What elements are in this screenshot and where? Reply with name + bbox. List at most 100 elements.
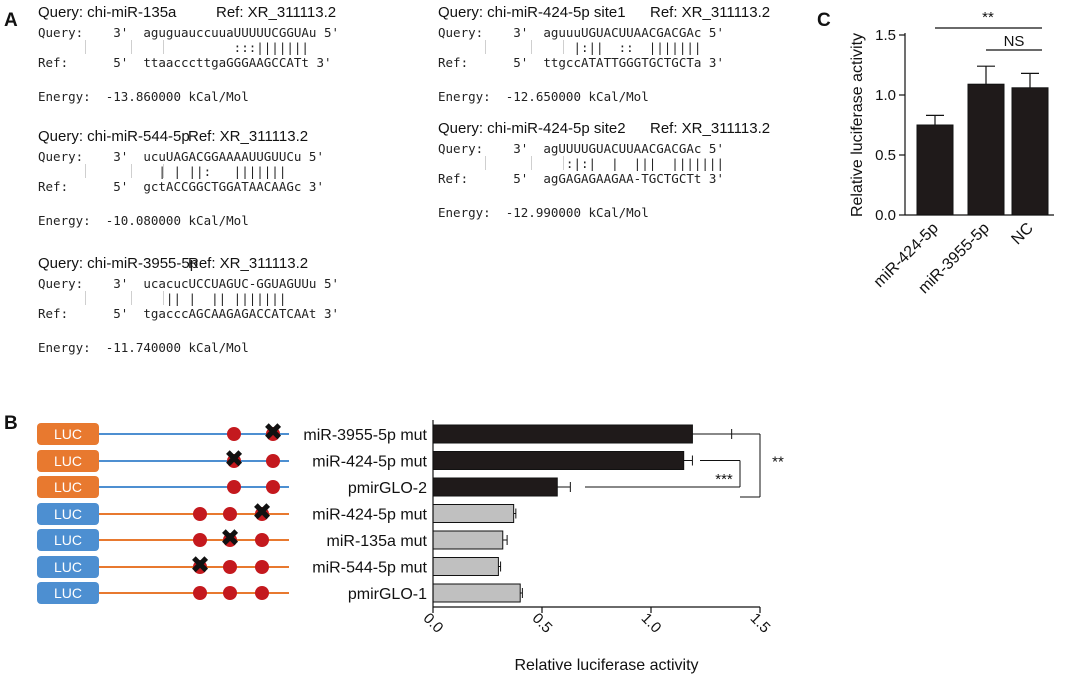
binding-site-dot <box>193 533 207 547</box>
alignment-guide-tick <box>563 156 564 170</box>
alignment-ref-title: Ref: XR_311113.2 <box>650 120 771 137</box>
luc-box: LUC <box>37 555 99 578</box>
alignment-energy: Energy: -10.080000 kCal/Mol <box>38 213 249 228</box>
alignment-guide-tick <box>131 164 132 178</box>
binding-site-dot <box>223 586 237 600</box>
binding-site-dot <box>223 559 237 574</box>
category-label: miR-3955-5p mut <box>303 427 427 444</box>
binding-site-dot <box>255 559 269 574</box>
alignment-guide-tick <box>131 291 132 305</box>
alignment-query-row: Query: 3' aguuuUGUACUUAACGACGAc 5' <box>438 25 724 40</box>
binding-site-dot <box>255 533 269 547</box>
bar <box>432 451 685 470</box>
mutation-x-icon: ✖ <box>251 497 273 526</box>
binding-site-dot <box>193 586 207 600</box>
alignment-query-title: Query: chi-miR-544-5p <box>38 128 190 145</box>
luc-box: LUC <box>37 502 99 525</box>
binding-site-dot <box>266 427 280 441</box>
bar <box>916 124 954 216</box>
alignment-guide-tick <box>163 164 164 178</box>
luc-box: LUC <box>37 529 99 551</box>
alignment-energy: Energy: -12.650000 kCal/Mol <box>438 89 649 104</box>
x-tick-label: 0.5 <box>529 610 556 637</box>
significance-label: *** <box>715 471 733 488</box>
bar <box>432 557 499 576</box>
alignment-energy: Energy: -13.860000 kCal/Mol <box>38 89 249 104</box>
alignment-query-title: Query: chi-miR-135a <box>38 4 177 21</box>
alignment-guide-tick <box>531 40 532 54</box>
alignment-ref-title: Ref: XR_311113.2 <box>188 128 309 145</box>
alignment-match-bars: | | ||: ||||||| <box>158 164 287 179</box>
alignment-ref-row: Ref: 5' tgacccAGCAAGAGACCATCAAt 3' <box>38 306 340 321</box>
construct-line <box>99 433 289 435</box>
bar <box>432 477 558 497</box>
mutation-x-icon: ✖ <box>262 418 284 446</box>
alignment-ref-title: Ref: XR_311113.2 <box>650 4 771 21</box>
bar <box>432 583 521 603</box>
alignment-guide-tick <box>531 156 532 170</box>
y-tick-label: 1.5 <box>875 27 896 44</box>
category-label: pmirGLO-1 <box>348 586 427 603</box>
alignment-guide-tick <box>163 291 164 305</box>
alignment-match-bars: :::||||||| <box>38 40 309 55</box>
bar <box>432 424 693 444</box>
category-label: NC <box>1008 220 1036 248</box>
x-tick-label: 1.5 <box>747 610 774 637</box>
alignment-ref-row: Ref: 5' gctACCGGCTGGATAACAAGc 3' <box>38 179 324 194</box>
alignment-energy: Energy: -11.740000 kCal/Mol <box>38 340 249 355</box>
binding-site-dot <box>223 533 237 547</box>
category-label: miR-424-5p mut <box>312 454 427 471</box>
x-tick-label: 1.0 <box>638 610 665 637</box>
category-label: miR-135a mut <box>327 533 428 550</box>
alignment-guide-tick <box>85 40 86 54</box>
binding-site-dot <box>227 427 241 441</box>
alignment-query-title: Query: chi-miR-3955-5p <box>38 255 199 272</box>
binding-site-dot <box>223 506 237 521</box>
category-label: miR-424-5p <box>871 220 942 291</box>
bar <box>432 504 515 523</box>
panel-label-a: A <box>4 10 18 31</box>
construct-line <box>99 486 289 488</box>
binding-site-dot <box>255 506 269 521</box>
category-label: miR-424-5p mut <box>312 507 427 524</box>
alignment-ref-row: Ref: 5' ttgccATATTGGGTGCTGCTa 3' <box>438 55 724 70</box>
alignment-guide-tick <box>85 291 86 305</box>
luc-box: LUC <box>37 582 99 604</box>
luc-box: LUC <box>37 476 99 498</box>
bar <box>967 83 1005 216</box>
alignment-guide-tick <box>485 156 486 170</box>
y-tick-label: 0.5 <box>875 147 896 164</box>
category-label: miR-544-5p mut <box>312 560 427 577</box>
category-label: miR-3955-5p <box>915 220 992 297</box>
significance-label: NS <box>1004 33 1025 50</box>
luc-box: LUC <box>37 423 99 445</box>
alignment-guide-tick <box>485 40 486 54</box>
bar <box>432 530 504 550</box>
binding-site-dot <box>227 453 241 468</box>
panel-label-b: B <box>4 413 18 434</box>
alignment-match-bars: |:|| :: ||||||| <box>438 40 702 55</box>
panel-label-c: C <box>817 10 831 31</box>
construct-line <box>99 459 289 462</box>
binding-site-dot <box>193 559 207 574</box>
bar <box>1011 87 1049 216</box>
alignment-query-title: Query: chi-miR-424-5p site2 <box>438 120 626 137</box>
alignment-energy: Energy: -12.990000 kCal/Mol <box>438 205 649 220</box>
alignment-query-row: Query: 3' ucacucUCCUAGUC-GGUAGUUu 5' <box>38 276 340 291</box>
y-axis-label: Relative luciferase activity <box>849 33 866 217</box>
y-tick-label: 0.0 <box>875 207 896 224</box>
alignment-match-bars: || | || ||||||| <box>165 291 287 306</box>
significance-label: ** <box>772 454 784 471</box>
alignment-ref-title: Ref: XR_311113.2 <box>216 4 337 21</box>
x-tick-label: 0.0 <box>420 610 447 637</box>
alignment-guide-tick <box>131 40 132 54</box>
alignment-query-row: Query: 3' ucuUAGACGGAAAAUUGUUCu 5' <box>38 149 324 164</box>
alignment-guide-tick <box>85 164 86 178</box>
significance-label: ** <box>982 9 994 26</box>
alignment-ref-row: Ref: 5' ttaacccttgaGGGAAGCCATt 3' <box>38 55 332 70</box>
category-label: pmirGLO-2 <box>348 480 427 497</box>
binding-site-dot <box>255 586 269 600</box>
mutation-x-icon: ✖ <box>223 444 245 473</box>
binding-site-dot <box>266 480 280 494</box>
alignment-guide-tick <box>163 40 164 54</box>
